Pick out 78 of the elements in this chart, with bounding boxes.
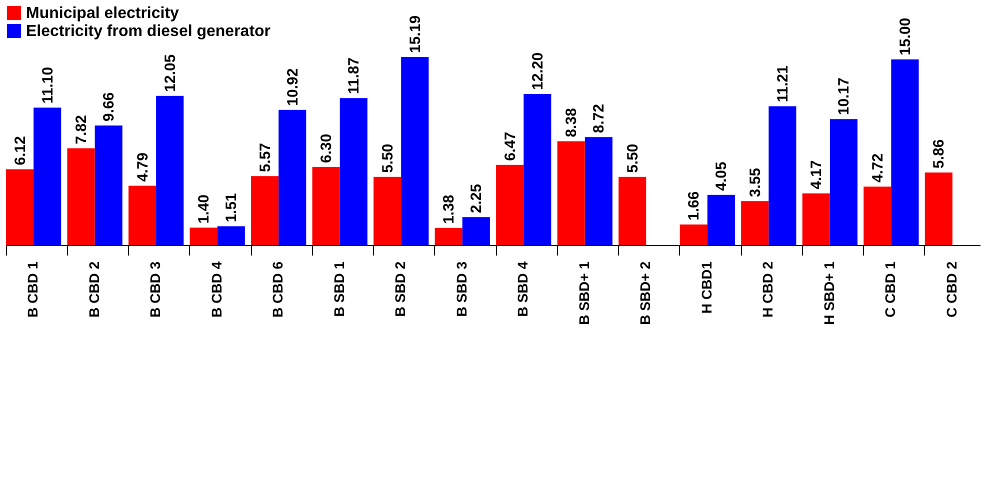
data-label: 15.19	[406, 15, 424, 53]
x-tick-label: C CBD 2	[943, 261, 960, 318]
data-label: 8.72	[590, 104, 608, 134]
bar	[830, 119, 858, 245]
data-label: 7.82	[73, 115, 90, 144]
bar	[802, 193, 830, 245]
bar	[401, 57, 429, 245]
bar	[67, 148, 95, 245]
bar	[557, 141, 585, 245]
data-label: 2.25	[468, 184, 486, 214]
bar	[6, 169, 34, 245]
bar	[217, 226, 245, 245]
data-label: 5.86	[930, 139, 948, 168]
x-tick-label: B SBD 4	[514, 261, 531, 317]
bar	[462, 217, 490, 245]
bar	[618, 176, 646, 245]
data-label: 12.05	[162, 54, 179, 92]
x-tick-label: B CBD 2	[86, 261, 102, 318]
bar	[741, 201, 769, 245]
x-tick-label: B SBD+ 1	[576, 261, 592, 325]
data-label: 1.38	[440, 194, 458, 224]
data-label: 10.92	[284, 68, 302, 106]
data-label: 8.38	[563, 108, 580, 138]
bar	[312, 167, 340, 245]
data-label: 12.20	[529, 52, 546, 90]
x-tick-label: H CBD1	[698, 261, 714, 314]
data-label: 15.00	[896, 18, 914, 56]
x-tick-label: B SBD 2	[392, 261, 408, 317]
data-label: 11.87	[346, 57, 363, 94]
bar	[524, 94, 552, 245]
bar	[707, 194, 735, 245]
data-label: 11.10	[39, 66, 56, 104]
data-label: 6.47	[502, 132, 519, 161]
bar	[924, 172, 952, 245]
x-tick-label: H SBD+ 1	[820, 261, 837, 325]
x-tick-label: B SBD 3	[453, 261, 470, 317]
bar	[128, 186, 156, 245]
x-tick-label: B SBD+ 2	[637, 261, 654, 325]
x-tick-label: B SBD 1	[330, 261, 347, 317]
data-label: 1.66	[686, 191, 703, 220]
bar	[340, 98, 368, 245]
data-label: 5.50	[624, 144, 642, 173]
bar	[584, 137, 612, 245]
bar	[34, 108, 62, 245]
bar	[278, 110, 306, 245]
data-label: 6.30	[318, 134, 336, 164]
data-label: 11.21	[774, 66, 792, 102]
data-label: 1.51	[223, 193, 240, 222]
x-tick-label: B CBD 4	[208, 261, 224, 318]
data-label: 3.55	[746, 168, 764, 198]
x-tick-label: B CBD 6	[270, 261, 286, 318]
bar	[156, 96, 184, 245]
data-label: 6.12	[12, 136, 29, 166]
data-label: 10.17	[836, 78, 853, 116]
bar	[434, 228, 462, 245]
data-label: 5.57	[256, 142, 274, 172]
bar	[768, 106, 796, 245]
bar	[374, 176, 402, 245]
x-tick-label: C CBD 1	[882, 261, 898, 318]
bar	[251, 176, 279, 245]
bar	[496, 164, 524, 245]
bar	[94, 125, 122, 245]
x-tick-label: H CBD 2	[760, 261, 776, 318]
data-label: 4.72	[869, 153, 886, 183]
bar	[864, 186, 892, 245]
data-label: 4.17	[808, 160, 826, 190]
legend-label: Electricity from diesel generator	[26, 23, 271, 40]
data-label: 4.79	[134, 152, 152, 182]
bar	[891, 59, 919, 245]
legend-label: Municipal electricity	[26, 5, 180, 22]
data-label: 1.40	[196, 194, 213, 224]
x-tick-label: B CBD 3	[147, 261, 164, 318]
x-tick-label: B CBD 1	[24, 261, 41, 318]
data-label: 9.66	[100, 92, 118, 122]
data-label: 4.05	[713, 162, 730, 191]
bar	[680, 224, 708, 245]
data-label: 5.50	[379, 144, 396, 173]
bar	[190, 228, 218, 245]
